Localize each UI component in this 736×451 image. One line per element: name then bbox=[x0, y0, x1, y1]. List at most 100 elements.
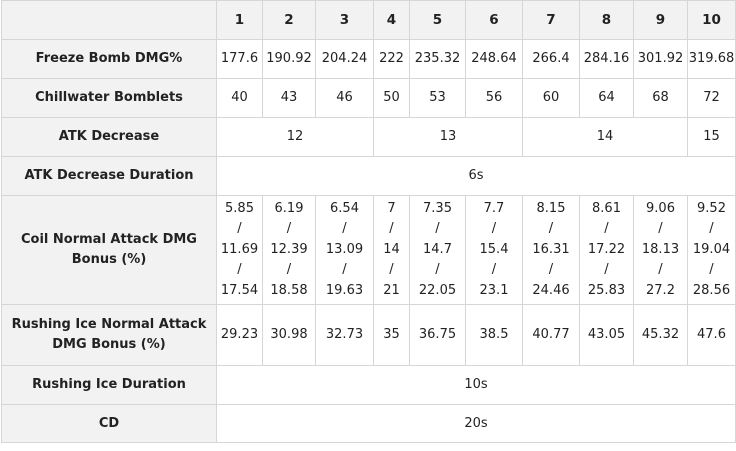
row-label: Rushing Ice Normal Attack DMG Bonus (%) bbox=[1, 304, 217, 366]
value-line: 5.85 bbox=[225, 200, 254, 216]
value-line: 27.2 bbox=[646, 282, 675, 298]
value-line: 19.63 bbox=[325, 282, 364, 298]
value-cell: 177.6 bbox=[216, 39, 263, 79]
value-line: 24.46 bbox=[532, 282, 570, 298]
value-line: / bbox=[548, 262, 554, 278]
value-line: 13.09 bbox=[325, 241, 364, 257]
value-cell: 32.73 bbox=[315, 304, 374, 366]
value-line: 23.1 bbox=[479, 282, 509, 298]
value-line: 8.15 bbox=[536, 200, 566, 216]
value-line: 7 bbox=[387, 200, 396, 216]
value-cell: 5.85 / 11.69 / 17.54 bbox=[216, 195, 263, 305]
level-header: 8 bbox=[579, 0, 634, 40]
value-cell: 12 bbox=[216, 117, 374, 157]
value-line: 7.7 bbox=[483, 200, 505, 216]
value-cell: 284.16 bbox=[579, 39, 634, 79]
row-label: Rushing Ice Duration bbox=[1, 365, 217, 405]
value-line: 6.54 bbox=[330, 200, 359, 216]
level-header: 1 bbox=[216, 0, 263, 40]
value-line: 22.05 bbox=[418, 282, 457, 298]
value-line: 6.19 bbox=[274, 200, 304, 216]
value-cell: 20s bbox=[216, 404, 736, 443]
value-cell: 6.54 / 13.09 / 19.63 bbox=[315, 195, 374, 305]
value-line: / bbox=[604, 221, 609, 237]
value-cell: 60 bbox=[522, 78, 580, 118]
value-line: 17.22 bbox=[587, 241, 626, 257]
value-line: 8.61 bbox=[592, 200, 621, 216]
value-line: 21 bbox=[383, 282, 400, 298]
value-cell: 30.98 bbox=[262, 304, 316, 366]
value-cell: 43.05 bbox=[579, 304, 634, 366]
value-line: 16.31 bbox=[532, 241, 570, 257]
value-line: 11.69 bbox=[220, 241, 259, 257]
value-line: / bbox=[389, 221, 394, 237]
value-cell: 40.77 bbox=[522, 304, 580, 366]
value-line: / bbox=[286, 221, 292, 237]
table-header: 1 2 3 4 5 6 7 8 9 10 bbox=[1, 0, 736, 40]
value-cell: 47.6 bbox=[687, 304, 736, 366]
row-label: Coil Normal Attack DMG Bonus (%) bbox=[1, 195, 217, 305]
value-line: 9.06 bbox=[646, 200, 675, 216]
value-cell: 15 bbox=[687, 117, 736, 157]
table-row: Rushing Ice Normal Attack DMG Bonus (%) 2… bbox=[1, 304, 736, 366]
value-line: / bbox=[286, 262, 292, 278]
level-header-row: 1 2 3 4 5 6 7 8 9 10 bbox=[1, 0, 736, 40]
row-label: ATK Decrease bbox=[1, 117, 217, 157]
value-cell: 9.06 / 18.13 / 27.2 bbox=[633, 195, 688, 305]
table-row: ATK Decrease 12 13 14 15 bbox=[1, 117, 736, 157]
value-cell: 68 bbox=[633, 78, 688, 118]
value-cell: 8.15 / 16.31 / 24.46 bbox=[522, 195, 580, 305]
value-cell: 6s bbox=[216, 156, 736, 196]
value-line: / bbox=[604, 262, 609, 278]
value-line: / bbox=[342, 262, 347, 278]
value-line: / bbox=[435, 262, 440, 278]
value-line: / bbox=[658, 262, 663, 278]
value-cell: 35 bbox=[373, 304, 410, 366]
table-row: Rushing Ice Duration 10s bbox=[1, 365, 736, 405]
value-cell: 7 / 14 / 21 bbox=[373, 195, 410, 305]
value-cell: 6.19 / 12.39 / 18.58 bbox=[262, 195, 316, 305]
row-label: Freeze Bomb DMG% bbox=[1, 39, 217, 79]
value-line: 14 bbox=[383, 241, 400, 257]
level-header: 4 bbox=[373, 0, 410, 40]
value-line: 9.52 bbox=[697, 200, 726, 216]
value-line: 19.04 bbox=[692, 241, 731, 257]
value-cell: 43 bbox=[262, 78, 316, 118]
value-cell: 36.75 bbox=[409, 304, 466, 366]
value-cell: 13 bbox=[373, 117, 523, 157]
value-cell: 319.68 bbox=[687, 39, 736, 79]
value-line: 18.58 bbox=[270, 282, 308, 298]
value-cell: 9.52 / 19.04 / 28.56 bbox=[687, 195, 736, 305]
value-line: / bbox=[237, 262, 242, 278]
value-cell: 8.61 / 17.22 / 25.83 bbox=[579, 195, 634, 305]
value-line: / bbox=[491, 262, 497, 278]
level-header: 2 bbox=[262, 0, 316, 40]
value-cell: 204.24 bbox=[315, 39, 374, 79]
row-label: ATK Decrease Duration bbox=[1, 156, 217, 196]
value-line: / bbox=[548, 221, 554, 237]
value-cell: 40 bbox=[216, 78, 263, 118]
value-line: / bbox=[709, 221, 714, 237]
value-line: 14.7 bbox=[423, 241, 452, 257]
value-cell: 222 bbox=[373, 39, 410, 79]
value-cell: 266.4 bbox=[522, 39, 580, 79]
level-header: 5 bbox=[409, 0, 466, 40]
table-row: Coil Normal Attack DMG Bonus (%) 5.85 / 11.… bbox=[1, 195, 736, 305]
value-cell: 72 bbox=[687, 78, 736, 118]
value-cell: 301.92 bbox=[633, 39, 688, 79]
value-cell: 10s bbox=[216, 365, 736, 405]
value-line: / bbox=[491, 221, 497, 237]
table-row: ATK Decrease Duration 6s bbox=[1, 156, 736, 196]
value-line: / bbox=[342, 221, 347, 237]
level-header: 3 bbox=[315, 0, 374, 40]
value-cell: 45.32 bbox=[633, 304, 688, 366]
level-header: 10 bbox=[687, 0, 736, 40]
value-line: / bbox=[709, 262, 714, 278]
value-cell: 7.7 / 15.4 / 23.1 bbox=[465, 195, 523, 305]
value-line: 7.35 bbox=[423, 200, 452, 216]
value-cell: 38.5 bbox=[465, 304, 523, 366]
value-line: / bbox=[435, 221, 440, 237]
level-header: 7 bbox=[522, 0, 580, 40]
value-cell: 53 bbox=[409, 78, 466, 118]
